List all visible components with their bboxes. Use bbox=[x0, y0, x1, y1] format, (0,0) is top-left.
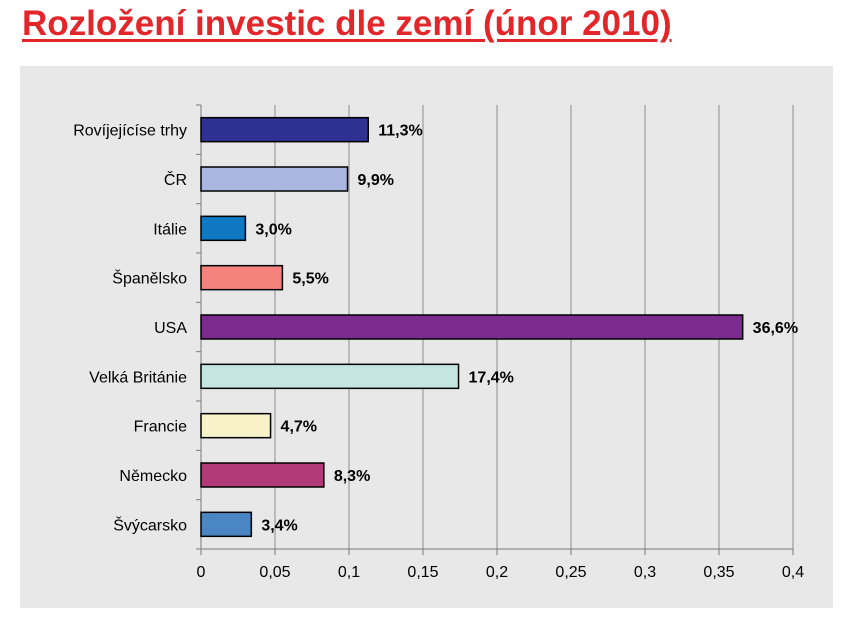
category-label: Francie bbox=[134, 419, 187, 436]
value-label: 3,0% bbox=[255, 221, 291, 238]
x-tick-label: 0,1 bbox=[338, 564, 360, 581]
bar bbox=[200, 264, 284, 291]
x-tick-label: 0,4 bbox=[782, 564, 804, 581]
category-label: Švýcarsko bbox=[113, 515, 187, 534]
bar bbox=[200, 363, 460, 390]
bar bbox=[200, 511, 253, 538]
x-tick-label: 0,25 bbox=[555, 564, 586, 581]
category-label: Itálie bbox=[153, 221, 187, 238]
category-label: ČR bbox=[164, 170, 187, 189]
value-label: 5,5% bbox=[292, 271, 328, 288]
category-label: Španělsko bbox=[112, 269, 187, 288]
value-label: 11,3% bbox=[378, 123, 422, 140]
x-tick-label: 0,05 bbox=[259, 564, 290, 581]
bar bbox=[200, 116, 369, 143]
bar bbox=[200, 462, 325, 488]
value-label: 4,7% bbox=[281, 419, 317, 436]
category-label: Německo bbox=[119, 468, 187, 485]
x-tick-label: 0,3 bbox=[634, 564, 656, 581]
bar bbox=[200, 314, 744, 340]
category-label: USA bbox=[154, 320, 187, 337]
value-label: 3,4% bbox=[261, 517, 297, 534]
bar bbox=[200, 412, 272, 439]
x-tick-label: 0,35 bbox=[703, 564, 734, 581]
value-label: 36,6% bbox=[753, 320, 798, 337]
bar bbox=[200, 215, 247, 242]
x-tick-label: 0,15 bbox=[407, 564, 438, 581]
category-label: Rovíjejícíse trhy bbox=[73, 123, 187, 140]
value-label: 8,3% bbox=[334, 468, 370, 485]
x-tick-label: 0 bbox=[197, 564, 206, 581]
value-label: 9,9% bbox=[358, 172, 394, 189]
category-label: Velká Británie bbox=[89, 369, 187, 386]
chart-title: Rozložení investic dle zemí (únor 2010) bbox=[22, 4, 672, 43]
bar bbox=[200, 166, 349, 192]
value-label: 17,4% bbox=[469, 369, 514, 386]
x-tick-label: 0,2 bbox=[486, 564, 508, 581]
